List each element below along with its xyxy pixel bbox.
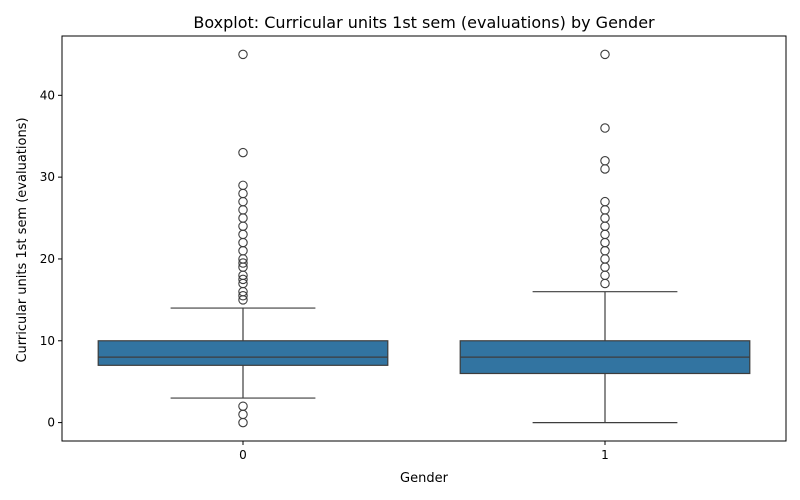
box-group-0 — [97, 49, 389, 428]
outlier-point — [238, 417, 248, 428]
outlier-point — [238, 221, 248, 231]
outlier-point — [600, 156, 610, 166]
outlier-point — [238, 229, 248, 240]
outlier-point — [238, 180, 248, 191]
outlier-point — [600, 246, 610, 256]
y-tick-label: 30 — [40, 170, 55, 184]
outlier-point — [600, 221, 610, 231]
outlier-point — [238, 196, 248, 207]
y-tick-label: 20 — [40, 252, 55, 266]
outlier-point — [238, 246, 248, 256]
outlier-point — [600, 262, 610, 272]
outlier-point — [238, 274, 248, 285]
x-tick-label: 0 — [239, 448, 247, 462]
chart-title: Boxplot: Curricular units 1st sem (evalu… — [193, 13, 655, 32]
outlier-point — [238, 291, 248, 301]
outlier-point — [238, 409, 248, 420]
box-group-1 — [459, 49, 751, 424]
outlier-point — [238, 188, 248, 199]
outlier-point — [238, 147, 248, 158]
outlier-point — [600, 49, 610, 60]
outlier-point — [600, 229, 610, 240]
outlier-point — [238, 213, 248, 223]
outlier-point — [238, 49, 248, 60]
outlier-point — [600, 278, 610, 289]
y-tick-label: 0 — [47, 416, 55, 430]
x-tick-label: 1 — [601, 448, 609, 462]
x-axis-label: Gender — [400, 471, 449, 486]
outlier-point — [238, 258, 248, 268]
outlier-point — [600, 164, 610, 174]
boxes-layer — [97, 49, 751, 428]
outlier-point — [600, 254, 610, 264]
outlier-point — [600, 270, 610, 281]
outlier-point — [238, 205, 248, 215]
outlier-point — [600, 213, 610, 223]
outlier-point — [600, 237, 610, 248]
y-tick-label: 10 — [40, 334, 55, 348]
outlier-point — [600, 196, 610, 207]
iqr-box — [97, 340, 389, 366]
outlier-point — [238, 401, 248, 411]
outlier-point — [600, 205, 610, 215]
y-tick-label: 40 — [40, 88, 55, 102]
y-axis-ticks: 0 10 20 30 40 — [40, 88, 62, 430]
plot-area-frame — [61, 35, 787, 442]
outlier-point — [600, 123, 610, 133]
y-axis-label: Curricular units 1st sem (evaluations) — [15, 117, 30, 362]
outlier-point — [238, 237, 248, 248]
